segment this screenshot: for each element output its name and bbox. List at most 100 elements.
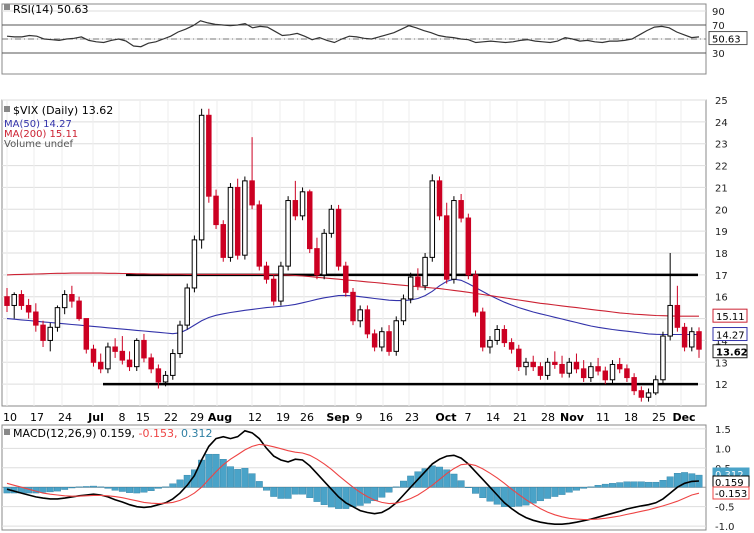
price-title: $VIX (Daily) 13.62 [13, 104, 113, 117]
price-tick-label: 23 [715, 140, 728, 151]
x-tick-label: 11 [596, 411, 610, 424]
candle-down [112, 346, 118, 352]
price-panel: 25 24 23 22 21 20 19 18 17 16 15 14 13 12 10 17 24 Jul 8 15… [1, 96, 748, 424]
rsi-tick-label: 90 [712, 7, 725, 18]
x-tick-label: 21 [513, 411, 527, 424]
macd-histogram-bar [255, 481, 263, 488]
macd-histogram-bar [472, 487, 479, 494]
ma200-line [6, 272, 699, 317]
candle-down [415, 276, 421, 287]
candle-up [162, 374, 169, 383]
x-tick-label: 15 [136, 411, 150, 424]
macd-histogram-bar [400, 480, 407, 488]
candle-down [40, 324, 46, 341]
candle-down [552, 361, 558, 365]
macd-histogram-bar [327, 487, 335, 508]
candle-up [184, 287, 190, 326]
macd-histogram-bar [443, 469, 451, 488]
macd-histogram-bar [450, 473, 458, 488]
macd-histogram-bar [551, 487, 559, 497]
x-tick-label: 19 [276, 411, 290, 424]
candle-down [97, 361, 104, 370]
rsi-value-box [708, 31, 748, 46]
candle-up [566, 361, 572, 374]
candle-down [443, 215, 450, 280]
price-tick-label: 18 [715, 249, 728, 260]
price-tick-label: 19 [715, 227, 728, 238]
macd-histogram-bar [659, 480, 667, 488]
candle-down [638, 390, 645, 398]
candle-up [134, 339, 140, 368]
candle-up [61, 294, 68, 309]
price-value-label: 13.62 [716, 348, 748, 359]
price-tick-label: 24 [715, 118, 728, 129]
candle-up [379, 331, 385, 348]
macd-title-part: 0.312 [181, 427, 213, 440]
candle-down [249, 180, 255, 206]
candle-up [588, 366, 594, 379]
macd-histogram-bar [205, 453, 213, 488]
candle-down [616, 363, 623, 370]
candle-down [350, 291, 356, 322]
price-value-label: 14.27 [716, 331, 745, 342]
macd-histogram-bar [313, 487, 321, 502]
candle-down [602, 370, 609, 381]
price-legend-entry: MA(200) 15.11 [4, 129, 78, 140]
x-tick-label: 10 [3, 411, 17, 424]
candle-down [18, 294, 25, 306]
macd-histogram-bar [609, 483, 616, 488]
x-tick-label: 16 [379, 411, 393, 424]
candle-down [681, 326, 688, 348]
macd-histogram-bar [457, 480, 465, 488]
candle-up [400, 298, 407, 322]
macd-histogram-bar [306, 487, 314, 498]
candle-up [544, 361, 551, 376]
candle-up [328, 208, 335, 234]
macd-histogram-bar [118, 487, 126, 492]
macd-histogram-bar [536, 487, 544, 502]
x-tick-label: Jul [87, 411, 104, 424]
macd-legend-swatch [4, 429, 10, 435]
x-tick-label: 23 [405, 411, 419, 424]
macd-histogram-bar [284, 487, 292, 499]
macd-histogram-bar [140, 487, 148, 493]
candle-up [494, 329, 500, 341]
candle-down [307, 191, 313, 250]
macd-signal-line [6, 443, 700, 521]
candle-up [393, 320, 399, 352]
x-tick-label: Nov [560, 411, 585, 424]
macd-histogram-bar [241, 467, 249, 488]
candle-down [270, 278, 277, 302]
candle-down [76, 300, 82, 320]
x-tick-label: Aug [208, 411, 232, 424]
macd-title-part: MACD(12,26,9) [13, 427, 100, 440]
macd-histogram-bar [558, 487, 566, 495]
macd-histogram-bar [68, 487, 76, 489]
x-tick-label: Sep [326, 411, 349, 424]
macd-title: MACD(12,26,9) 0.159, -0.153, 0.312 [13, 427, 212, 440]
candle-up [523, 361, 529, 368]
x-tick-label: Oct [435, 411, 456, 424]
macd-histogram-bar [133, 487, 141, 494]
macd-histogram-bar [688, 473, 696, 488]
macd-histogram-bar [681, 472, 689, 488]
candle-down [155, 368, 162, 383]
candle-down [343, 265, 349, 293]
macd-histogram-bar [126, 487, 133, 493]
candle-up [11, 294, 17, 306]
candle-down [508, 342, 515, 350]
price-value-box [712, 308, 748, 323]
x-tick-label: 24 [58, 411, 72, 424]
candle-down [386, 331, 392, 352]
candle-down [364, 309, 371, 335]
macd-histogram-bar [529, 487, 537, 504]
macd-histogram-bar [54, 487, 61, 492]
macd-histogram-bar [652, 481, 660, 488]
macd-histogram-bar [421, 468, 429, 488]
macd-histogram-bar [544, 487, 552, 499]
candle-up [227, 186, 234, 258]
candle-down [624, 368, 630, 379]
candle-down [335, 208, 342, 267]
macd-histogram-bar [154, 487, 162, 489]
